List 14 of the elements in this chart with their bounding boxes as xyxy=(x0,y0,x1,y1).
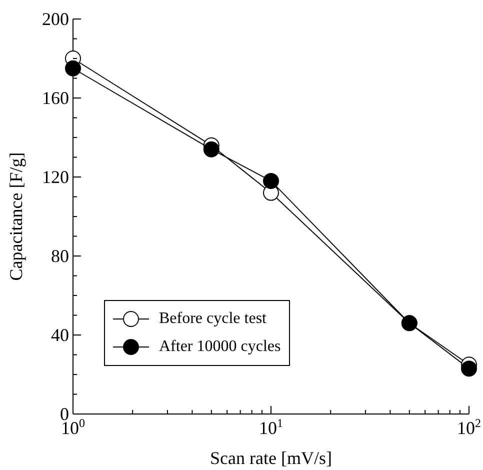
point xyxy=(461,360,477,377)
x-axis-title: Scan rate [mV/s] xyxy=(210,448,332,468)
legend-label: After 10000 cycles xyxy=(159,338,281,356)
point xyxy=(263,172,279,189)
y-tick-label: 40 xyxy=(51,325,69,345)
y-axis-title: Capacitance [F/g] xyxy=(6,152,26,281)
y-tick-label: 200 xyxy=(42,9,69,29)
point xyxy=(65,60,81,76)
y-tick-label: 80 xyxy=(51,246,69,266)
x-tick-label: 10$^{2}$ xyxy=(457,416,481,438)
y-tick-label: 160 xyxy=(42,88,69,108)
y-tick-label: 120 xyxy=(42,167,69,187)
x-tick-label: 10$^{1}$ xyxy=(259,416,283,438)
legend-label: Before cycle test xyxy=(159,310,266,328)
